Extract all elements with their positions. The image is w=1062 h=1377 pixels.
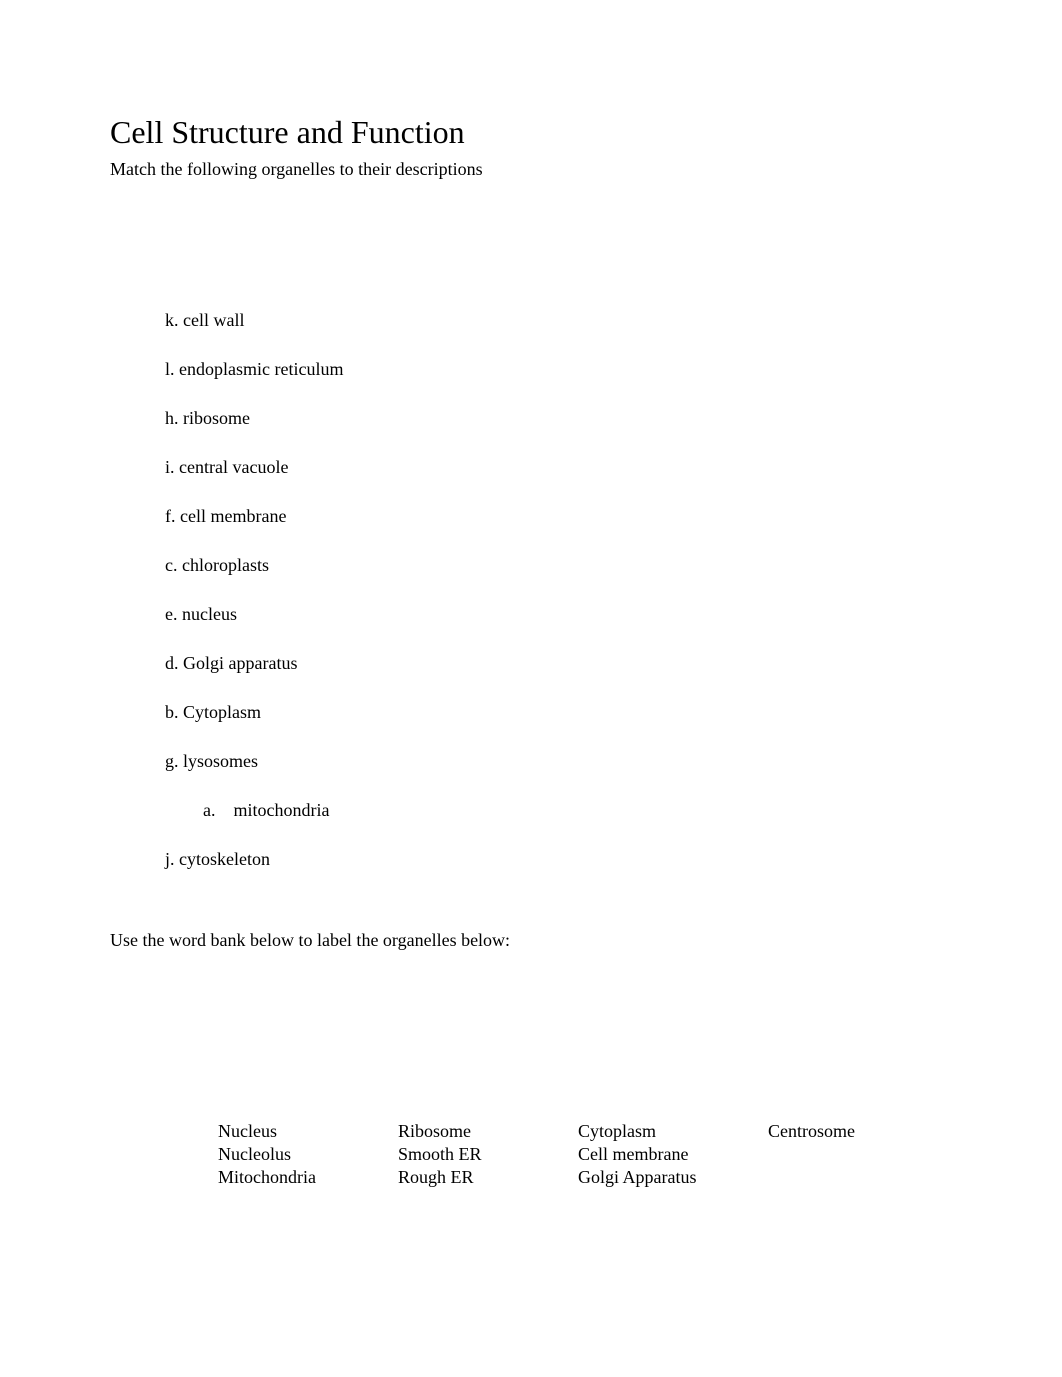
word-bank-item: Golgi Apparatus xyxy=(578,1167,768,1188)
instruction-text: Use the word bank below to label the org… xyxy=(110,930,952,951)
list-item: b. Cytoplasm xyxy=(165,702,952,723)
list-item: g. lysosomes xyxy=(165,751,952,772)
list-item: j. cytoskeleton xyxy=(165,849,952,870)
word-bank-item xyxy=(768,1167,952,1188)
list-item: d. Golgi apparatus xyxy=(165,653,952,674)
page-subtitle: Match the following organelles to their … xyxy=(110,159,952,180)
word-bank-item xyxy=(768,1144,952,1165)
list-item: l. endoplasmic reticulum xyxy=(165,359,952,380)
word-bank-item: Cell membrane xyxy=(578,1144,768,1165)
word-bank-item: Centrosome xyxy=(768,1121,952,1142)
word-bank-item: Nucleolus xyxy=(218,1144,398,1165)
list-item: c. chloroplasts xyxy=(165,555,952,576)
list-item: e. nucleus xyxy=(165,604,952,625)
list-item: i. central vacuole xyxy=(165,457,952,478)
word-bank-item: Cytoplasm xyxy=(578,1121,768,1142)
word-bank-item: Ribosome xyxy=(398,1121,578,1142)
word-bank-item: Nucleus xyxy=(218,1121,398,1142)
word-bank-item: Rough ER xyxy=(398,1167,578,1188)
word-bank: Nucleus Ribosome Cytoplasm Centrosome Nu… xyxy=(218,1121,952,1188)
word-bank-item: Mitochondria xyxy=(218,1167,398,1188)
list-item-indented: a. mitochondria xyxy=(203,800,952,821)
list-item: k. cell wall xyxy=(165,310,952,331)
page-title: Cell Structure and Function xyxy=(110,114,952,151)
organelle-list: k. cell wall l. endoplasmic reticulum h.… xyxy=(165,310,952,870)
list-item: f. cell membrane xyxy=(165,506,952,527)
list-item: h. ribosome xyxy=(165,408,952,429)
word-bank-item: Smooth ER xyxy=(398,1144,578,1165)
